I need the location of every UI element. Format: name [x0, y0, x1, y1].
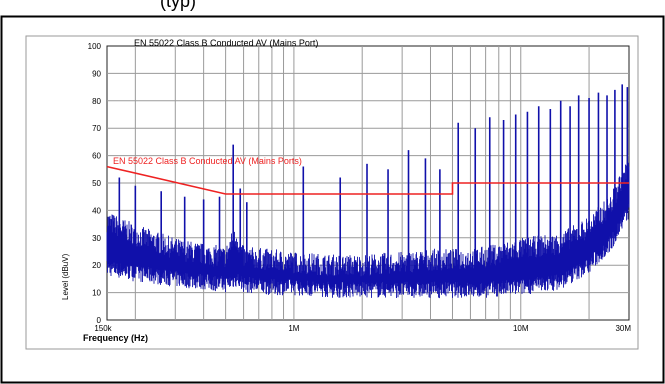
- limit-line: [106, 165, 629, 195]
- limit-line-path: [106, 165, 629, 195]
- x-axis-ticks: 150k 1M 10M 30M: [94, 324, 631, 333]
- x-tick-label: 30M: [615, 324, 631, 333]
- x-axis-label: Frequency (Hz): [83, 333, 148, 343]
- y-tick-label: 90: [92, 69, 101, 78]
- page-border: [0, 15, 665, 384]
- y-tick-label: 60: [92, 152, 101, 161]
- y-axis-ticks: 0 10 20 30 40 50 60 70 80 90 100: [88, 42, 102, 325]
- x-tick-label: 10M: [513, 324, 529, 333]
- y-tick-label: 30: [92, 234, 101, 243]
- x-tick-label: 1M: [288, 324, 299, 333]
- y-tick-label: 40: [92, 206, 101, 215]
- y-axis-label: Level (dBuV): [61, 253, 70, 300]
- measurement-trace: [106, 84, 630, 299]
- y-tick-label: 80: [92, 97, 101, 106]
- noise-band: [106, 162, 630, 299]
- limit-label: EN 55022 Class B Conducted AV (Mains Por…: [113, 156, 302, 166]
- y-tick-label: 70: [92, 124, 101, 133]
- y-tick-label: 100: [88, 42, 102, 51]
- y-tick-label: 20: [92, 261, 101, 270]
- x-tick-label: 150k: [94, 324, 112, 333]
- top-caption: (typ): [160, 0, 196, 11]
- y-tick-label: 50: [92, 179, 101, 188]
- y-tick-label: 0: [97, 316, 102, 325]
- y-tick-label: 10: [92, 289, 101, 298]
- chart-title: EN 55022 Class B Conducted AV (Mains Por…: [134, 38, 318, 48]
